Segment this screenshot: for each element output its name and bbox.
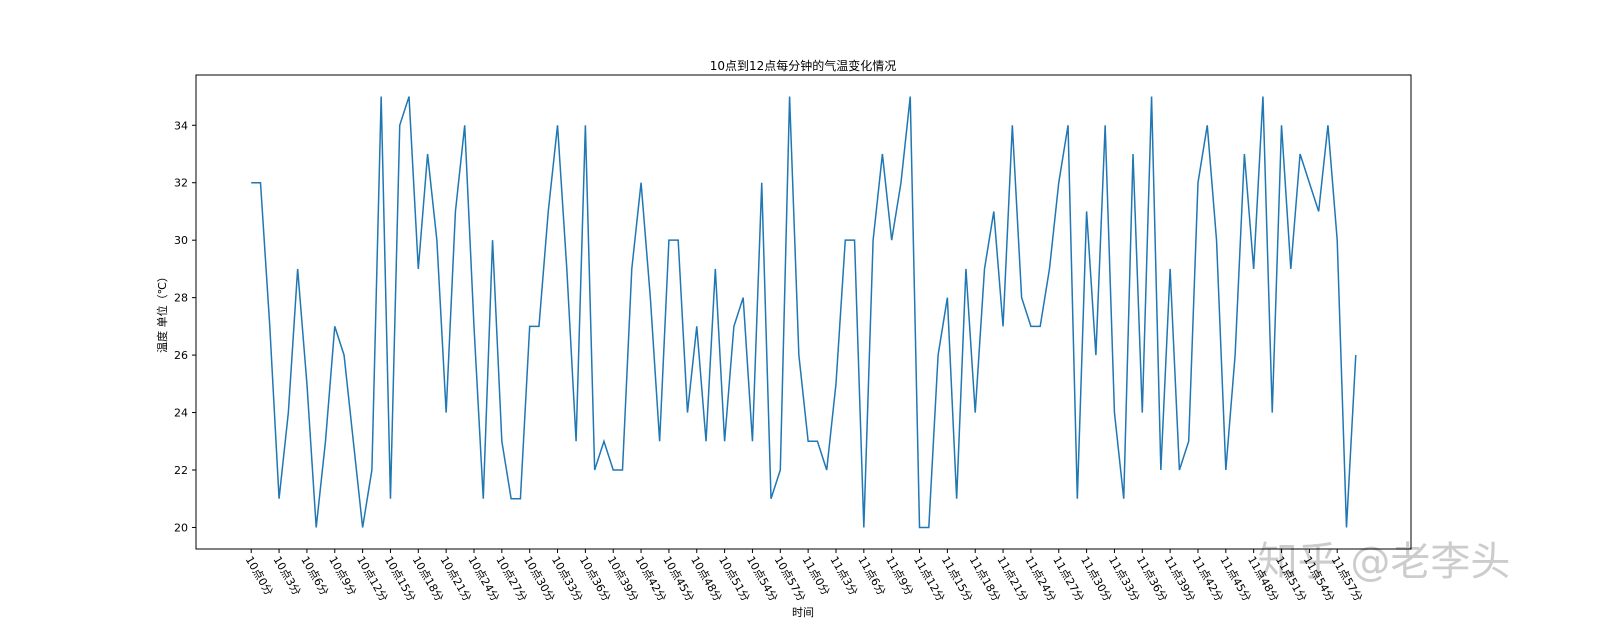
y-tick-label: 24: [174, 407, 188, 420]
y-tick-label: 32: [174, 177, 188, 190]
x-axis-label: 时间: [792, 606, 814, 619]
plot-frame: [195, 74, 1412, 550]
y-tick-label: 22: [174, 464, 188, 477]
y-tick-label: 34: [174, 119, 188, 132]
y-tick-label: 28: [174, 292, 188, 305]
chart-title: 10点到12点每分钟的气温变化情况: [710, 58, 897, 73]
data-line: [251, 96, 1357, 529]
y-tick-label: 20: [174, 521, 188, 534]
y-tick-label: 26: [174, 349, 188, 362]
y-axis-label: 温度 单位（℃）: [155, 271, 169, 353]
x-tick-label: 10点0分: [243, 554, 276, 598]
y-tick-label: 30: [174, 234, 188, 247]
watermark: 知乎 @老李头: [1258, 539, 1511, 585]
